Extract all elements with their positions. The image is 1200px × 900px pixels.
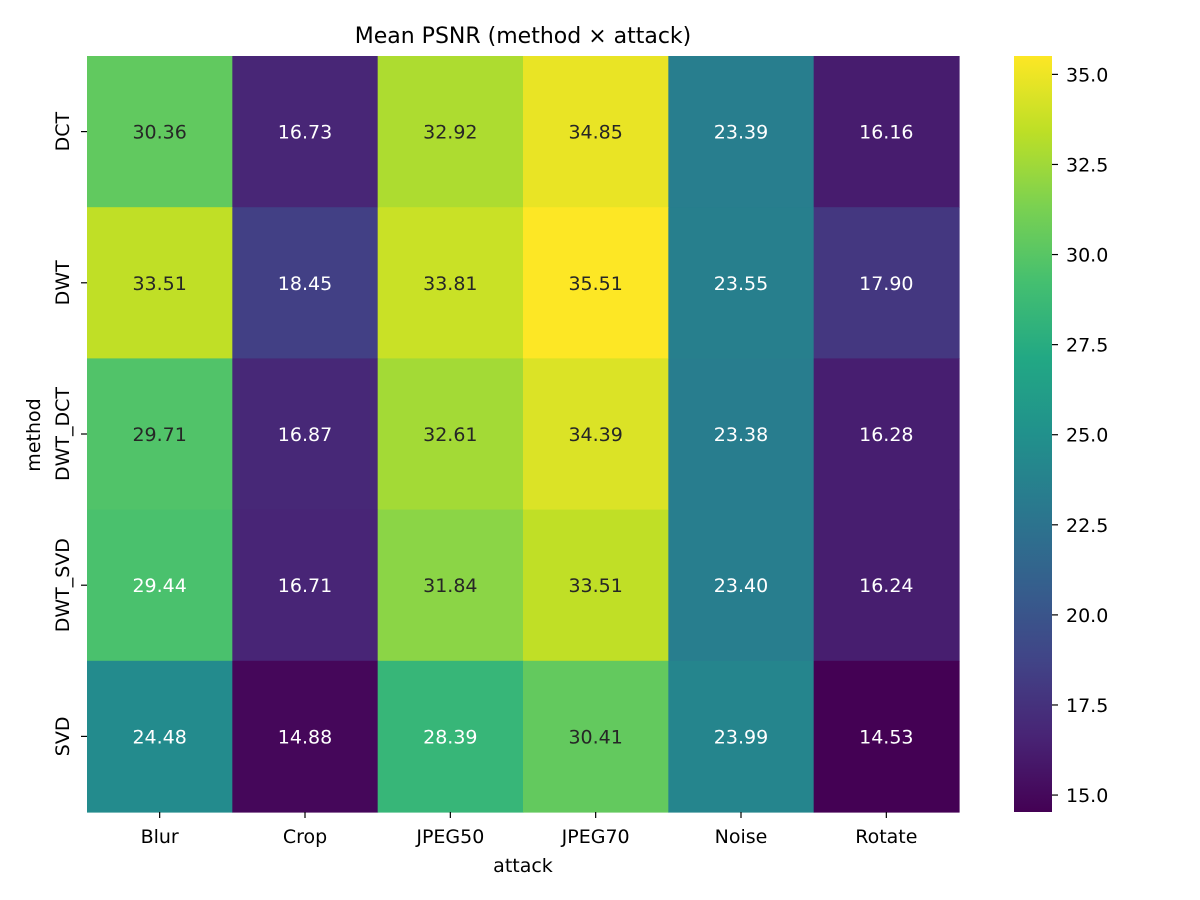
heatmap-cell <box>813 660 960 813</box>
heatmap-cell <box>523 207 669 359</box>
cell-value-label: 17.90 <box>859 273 913 295</box>
colorbar-tick-label: 20.0 <box>1066 605 1108 627</box>
heatmap-cell <box>377 207 524 359</box>
y-tick-label: DWT_SVD <box>52 538 74 632</box>
heatmap-cell <box>668 358 815 511</box>
heatmap-cell <box>523 56 669 208</box>
colorbar-tick-label: 25.0 <box>1066 425 1108 447</box>
y-tick-label: DWT <box>52 260 74 305</box>
heatmap-cells <box>87 56 960 813</box>
cell-value-label: 33.51 <box>132 273 186 295</box>
y-axis: DCT DWT DWT_DCT DWT_SVD SVD <box>52 111 87 756</box>
cell-value-label: 16.73 <box>278 122 332 144</box>
cell-value-label: 29.44 <box>132 575 186 597</box>
cell-value-label: 30.41 <box>568 726 622 748</box>
cell-value-label: 32.92 <box>423 122 477 144</box>
heatmap-cell <box>668 660 815 813</box>
heatmap-cell <box>377 660 524 813</box>
colorbar-tick-label: 17.5 <box>1066 695 1108 717</box>
cell-value-label: 24.48 <box>132 726 186 748</box>
heatmap-cell <box>232 358 379 511</box>
heatmap-cell <box>668 509 815 662</box>
x-tick-label: JPEG50 <box>415 826 484 848</box>
colorbar-tick-label: 22.5 <box>1066 515 1108 537</box>
cell-value-label: 23.99 <box>714 726 768 748</box>
cell-value-label: 29.71 <box>132 424 186 446</box>
cell-value-label: 16.24 <box>859 575 913 597</box>
cell-value-label: 31.84 <box>423 575 477 597</box>
cell-value-label: 16.28 <box>859 424 913 446</box>
x-tick-label: Noise <box>715 826 768 848</box>
chart-title: Mean PSNR (method × attack) <box>355 24 692 49</box>
x-tick-label: Blur <box>141 826 179 848</box>
cell-value-label: 34.39 <box>568 424 622 446</box>
cell-value-label: 30.36 <box>132 122 186 144</box>
cell-value-label: 14.88 <box>278 726 332 748</box>
cell-value-label: 28.39 <box>423 726 477 748</box>
cell-value-label: 23.55 <box>714 273 768 295</box>
heatmap-cell <box>232 509 379 662</box>
heatmap-cell <box>232 660 379 813</box>
heatmap-cell <box>813 207 960 359</box>
cell-value-label: 35.51 <box>568 273 622 295</box>
colorbar <box>1014 56 1052 812</box>
heatmap-cell <box>87 358 233 511</box>
heatmap-cell <box>668 56 815 208</box>
y-tick-label: DCT <box>52 111 74 151</box>
y-tick-label: DWT_DCT <box>52 387 74 481</box>
colorbar-tick-label: 32.5 <box>1066 154 1108 176</box>
heatmap-cell <box>87 207 233 359</box>
heatmap-cell <box>377 56 524 208</box>
x-tick-label: JPEG70 <box>561 826 630 848</box>
heatmap-cell <box>523 509 669 662</box>
cell-value-label: 16.16 <box>859 122 913 144</box>
colorbar-tick-label: 35.0 <box>1066 64 1108 86</box>
colorbar-tick-label: 15.0 <box>1066 785 1108 807</box>
cell-value-label: 16.71 <box>278 575 332 597</box>
x-tick-label: Crop <box>283 826 327 848</box>
cell-value-label: 33.51 <box>568 575 622 597</box>
colorbar-tick-label: 30.0 <box>1066 245 1108 267</box>
heatmap-cell <box>377 358 524 511</box>
cell-value-label: 14.53 <box>859 726 913 748</box>
heatmap-cell <box>377 509 524 662</box>
colorbar-tick-label: 27.5 <box>1066 335 1108 357</box>
heatmap-cell <box>523 358 669 511</box>
heatmap-cell <box>87 660 233 813</box>
cell-value-label: 34.85 <box>568 122 622 144</box>
y-tick-label: SVD <box>52 717 74 757</box>
x-tick-label: Rotate <box>855 826 917 848</box>
cell-value-label: 33.81 <box>423 273 477 295</box>
heatmap-cell <box>813 358 960 511</box>
colorbar-axis: 15.0 17.5 20.0 22.5 25.0 27.5 30.0 32.5 35.0 <box>1052 64 1108 807</box>
heatmap-cell <box>87 56 233 208</box>
cell-value-label: 16.87 <box>278 424 332 446</box>
heatmap-cell <box>523 660 669 813</box>
cell-value-label: 23.40 <box>714 575 768 597</box>
cell-value-label: 32.61 <box>423 424 477 446</box>
cell-value-label: 18.45 <box>278 273 332 295</box>
heatmap-cell <box>813 509 960 662</box>
heatmap-cell <box>668 207 815 359</box>
cell-value-label: 23.39 <box>714 122 768 144</box>
cell-value-label: 23.38 <box>714 424 768 446</box>
y-axis-label: method <box>23 398 45 471</box>
heatmap-cell <box>813 56 960 208</box>
heatmap-cell <box>232 207 379 359</box>
x-axis-label: attack <box>493 855 553 877</box>
heatmap-cell <box>87 509 233 662</box>
x-axis: Blur Crop JPEG50 JPEG70 Noise Rotate <box>141 812 917 848</box>
heatmap-cell <box>232 56 379 208</box>
heatmap-value-labels: 30.36 16.73 32.92 34.85 23.39 16.16 33.51 18.45… <box>132 122 913 749</box>
